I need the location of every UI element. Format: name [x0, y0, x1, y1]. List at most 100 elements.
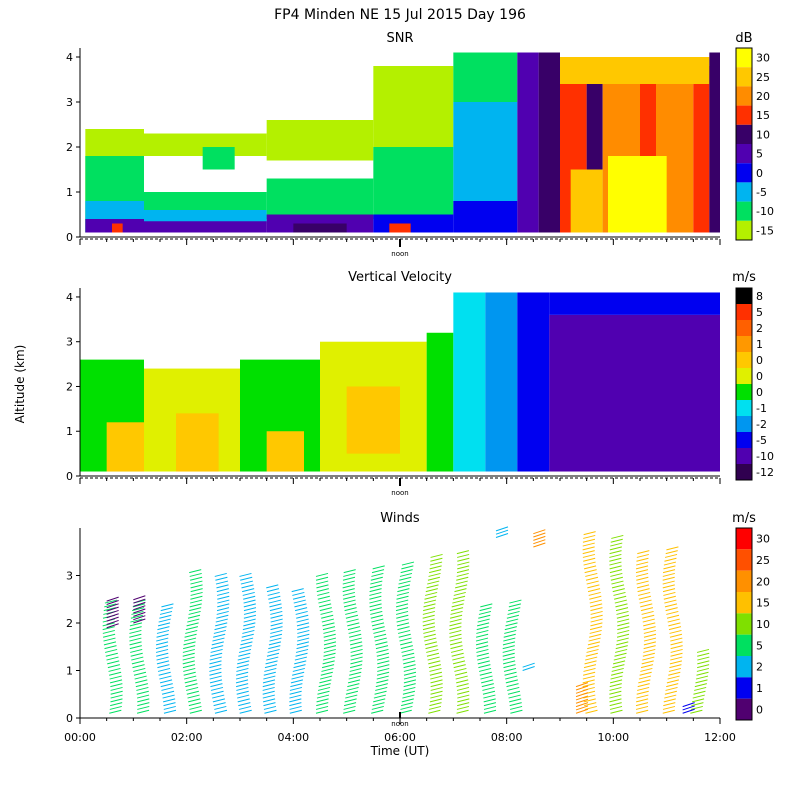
heatmap-cell: [293, 223, 347, 233]
wind-barb: [643, 629, 656, 634]
wind-barb: [347, 622, 360, 627]
wind-barb: [696, 667, 710, 672]
wind-barb: [318, 683, 331, 688]
wind-barb: [214, 572, 227, 577]
wind-barb: [424, 637, 437, 642]
wind-barb: [582, 546, 595, 551]
wind-barb: [584, 660, 597, 665]
wind-barb: [403, 664, 416, 669]
wind-barb: [136, 690, 149, 695]
wind-barb: [643, 626, 656, 631]
wind-barb: [426, 648, 439, 653]
wind-barb: [343, 599, 356, 604]
wind-barb: [666, 683, 679, 688]
wind-barb: [482, 690, 496, 695]
wind-barb: [454, 667, 467, 672]
wind-barb: [483, 709, 497, 714]
wind-barb: [507, 686, 520, 691]
wind-barb: [449, 637, 462, 642]
wind-barb: [615, 648, 628, 653]
wind-barb: [449, 629, 462, 634]
wind-barb: [583, 534, 596, 539]
wind-barb: [457, 698, 470, 703]
wind-barb: [296, 641, 310, 646]
wind-barb: [583, 557, 596, 562]
wind-barb: [183, 671, 196, 676]
y-tick-label: 4: [66, 51, 73, 64]
wind-barb: [663, 595, 676, 600]
wind-barb: [349, 633, 362, 638]
wind-barb: [495, 533, 509, 538]
wind-barb: [103, 607, 116, 612]
wind-barb: [102, 629, 115, 634]
heatmap-cell: [549, 314, 720, 472]
wind-barb: [587, 645, 600, 650]
wind-barb: [643, 648, 656, 653]
wind-barb: [533, 535, 546, 541]
wind-barb: [183, 637, 197, 642]
wind-barb: [133, 671, 147, 676]
wind-barb: [502, 641, 516, 646]
wind-barb: [236, 683, 249, 688]
wind-barb: [184, 675, 197, 680]
wind-barb: [296, 622, 310, 627]
colorbar-swatch: [736, 677, 752, 699]
colorbar-label: 10: [756, 128, 770, 141]
wind-barb: [609, 705, 623, 710]
wind-barb: [186, 622, 199, 627]
wind-barb: [396, 599, 409, 604]
wind-barb: [318, 599, 331, 604]
wind-barb: [662, 576, 675, 581]
wind-barb: [422, 622, 435, 627]
colorbar-label: 5: [756, 148, 763, 161]
colorbar-label: 0: [756, 370, 763, 383]
snr-panel: SNR 0 1 2 3 4 noon 30 25 20 15 10 5 0 -5 -10 -15 dB: [66, 31, 774, 258]
wind-barb: [133, 618, 146, 624]
y-tick-label: 1: [66, 425, 73, 438]
wind-barb: [343, 709, 356, 714]
wind-barb: [376, 648, 389, 653]
wind-barb: [217, 595, 230, 600]
wind-barb: [133, 595, 146, 601]
wind-barb: [642, 614, 655, 619]
wind-barb: [422, 607, 436, 612]
wind-barb: [157, 626, 170, 631]
wind-barb: [345, 610, 358, 615]
wind-barb: [262, 683, 275, 688]
wind-barb: [377, 660, 390, 665]
wind-barb: [639, 599, 652, 604]
wind-barb: [637, 588, 650, 593]
wind-barb: [615, 607, 629, 612]
wind-barb: [509, 705, 523, 710]
wind-barb: [268, 641, 282, 646]
y-tick-label: 0: [66, 231, 73, 244]
y-tick-label: 0: [66, 712, 73, 725]
wind-barb: [663, 591, 676, 596]
wind-barb: [262, 698, 276, 703]
wind-barb: [241, 633, 254, 638]
wind-barb: [129, 637, 142, 642]
wind-barb: [323, 641, 337, 646]
wind-barb: [293, 599, 306, 604]
wind-barb: [457, 557, 470, 562]
wind-barb: [349, 641, 363, 646]
wind-barb: [105, 652, 118, 657]
wind-barb: [236, 690, 249, 695]
wind-barb: [243, 622, 256, 627]
wind-barb: [668, 671, 681, 676]
wind-barb: [614, 595, 627, 600]
wind-barb: [371, 572, 384, 577]
colorbar-unit: dB: [735, 31, 752, 46]
wind-barb: [133, 605, 146, 611]
wind-barb: [585, 709, 598, 714]
wind-barb: [322, 660, 335, 665]
wind-barb: [243, 618, 256, 623]
heatmap-cell: [485, 292, 518, 472]
x-tick-label: 02:00: [171, 731, 203, 744]
heatmap-cell: [453, 52, 518, 102]
wind-barb: [453, 591, 466, 596]
wind-barb: [669, 629, 682, 634]
wind-barb: [267, 591, 280, 596]
wind-barb: [155, 641, 169, 646]
colorbar-swatch: [736, 220, 752, 240]
